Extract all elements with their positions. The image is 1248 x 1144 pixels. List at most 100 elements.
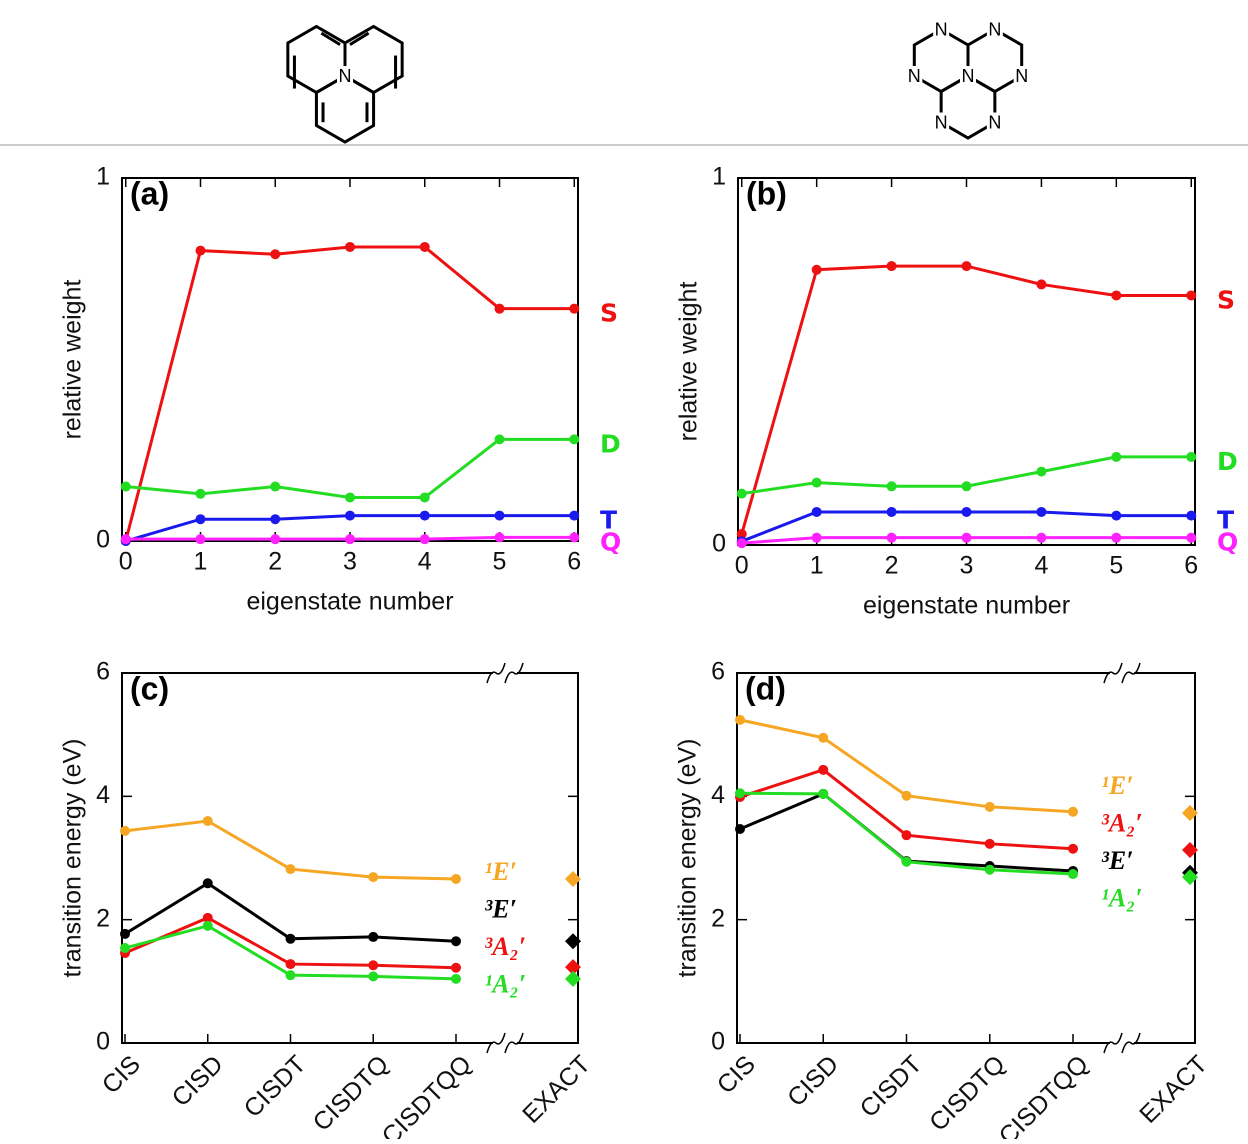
y-axis-label: transition energy (eV) xyxy=(674,738,702,977)
data-point xyxy=(270,481,281,492)
data-point xyxy=(735,824,745,835)
data-point xyxy=(202,816,213,826)
data-point xyxy=(202,920,213,931)
data-point xyxy=(195,534,206,545)
data-point xyxy=(419,534,430,545)
data-point xyxy=(818,732,829,743)
data-point xyxy=(811,532,822,543)
reference-point xyxy=(1182,869,1198,886)
panel-label: (b) xyxy=(746,175,787,211)
atom-bg xyxy=(986,19,1003,40)
atom-bg xyxy=(933,19,950,40)
data-point xyxy=(1186,532,1197,543)
data-point xyxy=(1068,869,1078,880)
data-point xyxy=(195,245,206,256)
data-point xyxy=(1036,532,1047,543)
data-point xyxy=(901,830,912,841)
data-point xyxy=(345,492,355,503)
series-label: Q xyxy=(600,527,621,556)
data-point xyxy=(886,261,897,272)
data-point xyxy=(345,510,355,521)
x-tick-label: 2 xyxy=(885,552,899,580)
x-tick-label: CISD xyxy=(782,1050,844,1112)
y-axis-label: relative weight xyxy=(675,282,703,442)
atom-label: N xyxy=(988,112,1001,132)
reference-point xyxy=(565,970,581,987)
x-tick-label: CISDTQ xyxy=(308,1050,395,1137)
data-point xyxy=(961,506,972,517)
series-label: D xyxy=(1217,447,1238,476)
axis-break xyxy=(504,1032,524,1054)
data-point xyxy=(202,878,213,889)
data-point xyxy=(285,864,296,875)
data-point xyxy=(736,528,747,539)
data-point xyxy=(811,264,822,275)
data-point xyxy=(1036,466,1047,477)
axis-break-gap xyxy=(1110,669,1134,677)
data-point xyxy=(270,534,281,545)
data-point xyxy=(961,261,972,272)
atom-label: N xyxy=(935,19,948,39)
x-tick-label: 3 xyxy=(343,548,357,576)
double-bond xyxy=(349,31,370,46)
axis-break-gap xyxy=(1110,1039,1134,1047)
legend-label: ³E′ xyxy=(485,894,517,923)
series-line xyxy=(740,264,1192,535)
data-point xyxy=(451,936,461,947)
data-point xyxy=(368,931,379,942)
axis-break xyxy=(1103,1032,1123,1054)
data-point xyxy=(1036,279,1047,290)
legend-label: ¹A₂′ xyxy=(485,969,527,998)
axis-break xyxy=(1121,662,1141,684)
atom-label: N xyxy=(339,66,352,86)
x-tick-label: 0 xyxy=(119,548,133,576)
series-label: S xyxy=(600,299,618,328)
axis-break xyxy=(1103,662,1123,684)
atom-bg xyxy=(906,66,923,86)
double-bond xyxy=(320,31,341,46)
data-point xyxy=(120,534,131,545)
legend-label: ¹A₂′ xyxy=(1101,883,1143,912)
y-tick-label: 2 xyxy=(96,904,110,932)
data-point xyxy=(451,873,461,884)
y-tick-label: 0 xyxy=(96,1028,110,1056)
panel-label: (a) xyxy=(130,175,169,211)
data-point xyxy=(1068,843,1078,854)
data-point xyxy=(195,488,206,499)
data-point xyxy=(120,928,130,939)
y-tick-label: 2 xyxy=(711,904,725,932)
x-tick-label: EXACT xyxy=(1134,1050,1213,1129)
data-point xyxy=(569,434,580,445)
panel-label: (c) xyxy=(130,670,169,706)
y-tick-label: 6 xyxy=(711,658,725,686)
legend-label: ³A₂′ xyxy=(485,932,527,961)
data-point xyxy=(120,943,130,954)
reference-point xyxy=(1182,804,1198,821)
data-point xyxy=(886,481,897,492)
data-point xyxy=(901,856,912,867)
atom-bg xyxy=(1013,66,1030,86)
data-point xyxy=(818,764,829,775)
atom-label: N xyxy=(935,112,948,132)
data-point xyxy=(811,477,822,488)
x-tick-label: CISDTQQ xyxy=(377,1050,477,1139)
atom-label: N xyxy=(908,66,921,86)
x-tick-label: CISDTQQ xyxy=(994,1050,1094,1139)
data-point xyxy=(419,492,430,503)
data-point xyxy=(494,510,505,521)
panel-label: (d) xyxy=(745,670,786,706)
x-tick-label: CISDT xyxy=(239,1050,312,1123)
data-point xyxy=(1186,510,1197,521)
legend-label: ¹E′ xyxy=(1101,771,1133,800)
y-tick-label: 4 xyxy=(96,781,110,809)
x-tick-label: 0 xyxy=(735,552,749,580)
data-point xyxy=(285,970,296,981)
atom-label: N xyxy=(1015,66,1028,86)
data-point xyxy=(419,510,430,521)
data-point xyxy=(494,303,505,314)
data-point xyxy=(368,960,379,971)
data-point xyxy=(120,481,131,492)
x-axis-label: eigenstate number xyxy=(863,592,1070,620)
y-tick-label: 1 xyxy=(96,163,110,191)
data-point xyxy=(1036,506,1047,517)
